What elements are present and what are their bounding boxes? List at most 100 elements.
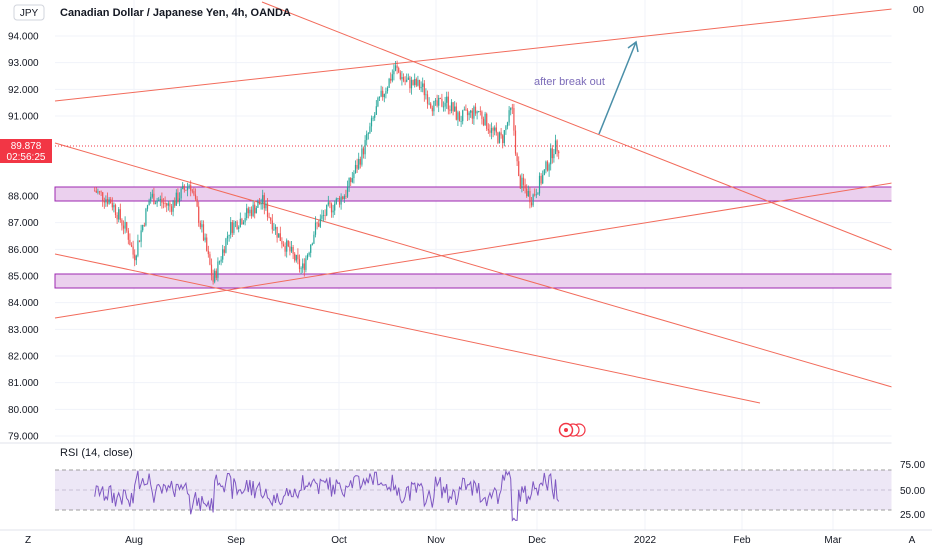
candle-body [364,140,366,155]
candle-body [119,209,121,220]
trendlines [54,1,893,404]
candle-body [242,222,245,225]
candle-body [486,113,488,129]
candle-body [425,94,427,96]
candle-body [102,192,104,201]
candle-body [449,109,451,111]
candle-body [204,237,206,241]
candle-body [374,114,376,118]
candle-body [166,203,168,206]
price-axis[interactable] [892,0,932,530]
candle-body [450,102,453,111]
candle-body [335,198,337,204]
price-label-top-partial: 00 [913,5,925,16]
candle-body [545,161,547,170]
candle-body [383,93,385,98]
candle-body [441,98,443,107]
candle-body [526,188,528,197]
current-price-value: 89.878 [11,141,42,152]
candle-body [407,77,409,80]
candle-body [390,78,392,81]
candle-body [159,198,161,201]
trendline-descending-mid[interactable] [54,142,893,388]
candle-body [386,87,389,92]
candle-body [324,215,326,216]
candle-body [268,216,270,218]
candle-body [556,140,558,152]
auto-scale-button-right[interactable] [902,531,922,548]
candle-body [250,209,253,216]
candle-body [513,108,515,131]
candle-body [140,230,142,242]
candle-body [196,198,198,207]
candle-body [362,148,365,155]
event-marker-dot [564,428,568,432]
candle-body [522,177,525,185]
annotation-arrow[interactable] [598,40,639,135]
candle-body [463,109,465,111]
candle-body [122,225,125,229]
candle-body [153,193,155,205]
candle-body [258,201,261,205]
trendline-descending-lower[interactable] [54,253,761,404]
candle-body [422,83,424,87]
candle-body [281,241,283,245]
candle-body [201,224,203,228]
candle-body [98,191,101,193]
candle-body [342,196,344,200]
trendline-ascending-support[interactable] [54,182,893,319]
event-markers[interactable] [558,422,586,438]
candle-body [447,96,449,110]
candle-body [129,239,131,246]
rsi-title[interactable]: RSI (14, close) [60,447,133,459]
time-tick-label: Nov [427,535,445,546]
candle-body [476,111,478,114]
time-tick-label: Sep [227,535,245,546]
candle-body [543,169,545,175]
candle-body [455,106,457,120]
trendline-descending-resistance[interactable] [261,1,893,251]
price-tick-label: 82.000 [8,352,39,363]
chart-title[interactable]: Canadian Dollar / Japanese Yen, 4h, OAND… [60,7,291,19]
candle-body [266,203,269,217]
candle-body [215,270,217,278]
candle-body [284,246,286,252]
candle-body [457,112,459,120]
price-tick-label: 93.000 [8,58,39,69]
candle-body [257,201,259,208]
candle-body [378,96,381,98]
candle-body [494,127,496,131]
candle-body [289,246,291,252]
candle-body [391,74,393,81]
candle-body [393,70,395,75]
candle-body [326,204,328,216]
candle-body [340,196,342,205]
candle-body [311,243,313,245]
time-tick-label: Dec [528,535,546,546]
time-axis-labels[interactable]: Aug Sep Oct Nov Dec 2022 Feb Mar [125,535,842,546]
candle-body [484,113,486,126]
candle-body [487,128,489,131]
candle-body [398,68,400,73]
candle-body [321,215,323,219]
candle-body [542,174,544,184]
candle-body [188,185,190,187]
candle-body [521,177,523,189]
candle-body [124,222,126,229]
candle-body [439,97,441,99]
symbol-badge[interactable] [13,4,45,21]
candle-body [338,198,341,205]
trendline-upper-channel[interactable] [54,8,893,102]
candle-body [313,234,315,244]
symbol-badge-text: JPY [20,8,39,19]
candle-body [479,111,481,112]
auto-scale-button-left[interactable] [18,531,38,548]
candle-body [233,222,235,233]
candle-body [431,107,433,112]
candle-body [399,72,401,80]
candle-body [322,215,325,216]
candle-body [473,106,475,119]
candle-body [343,196,345,200]
candle-body [540,175,542,184]
